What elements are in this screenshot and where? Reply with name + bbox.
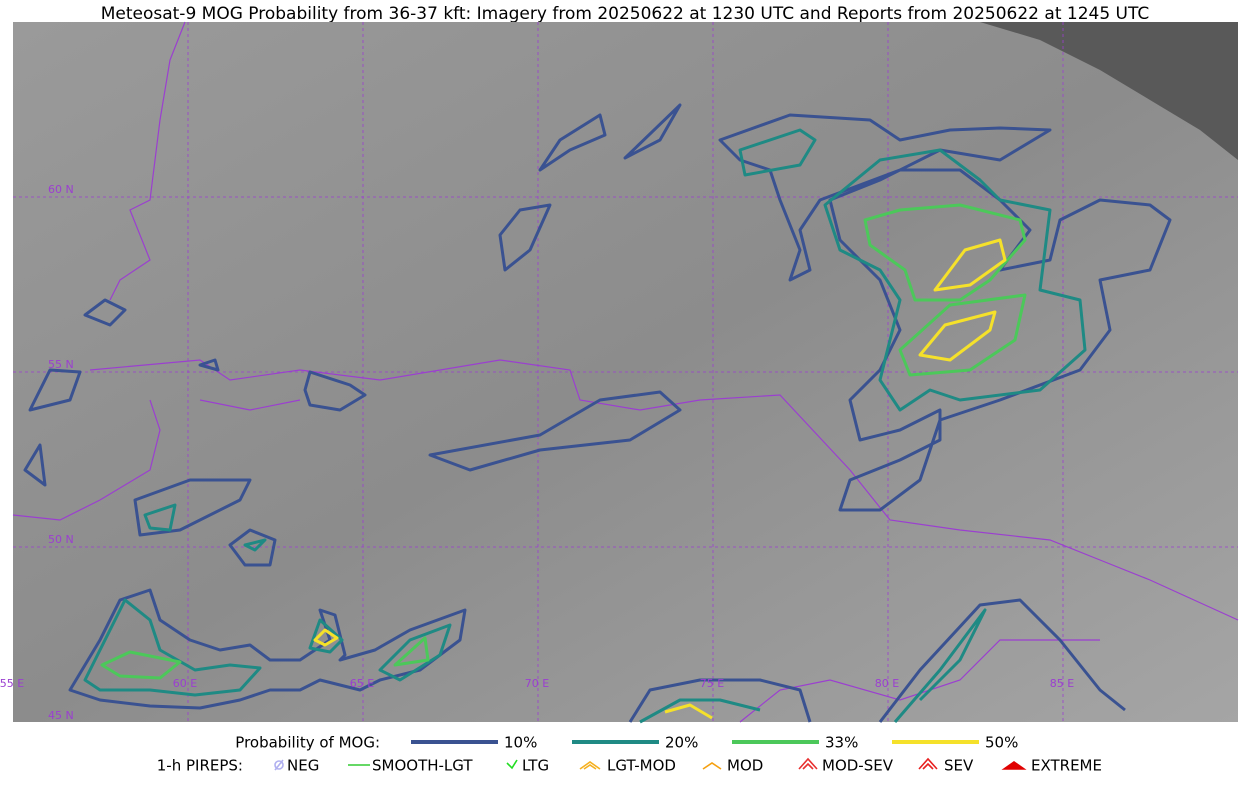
legend-label: SEV bbox=[944, 757, 974, 775]
pirep-symbol bbox=[798, 757, 818, 770]
title: Meteosat-9 MOG Probability from 36-37 kf… bbox=[101, 4, 1150, 24]
longitude-labels: 55 E 60 E 65 E 70 E 75 E 80 E 85 E bbox=[0, 677, 1074, 690]
lon-label: 70 E bbox=[525, 677, 549, 690]
lon-label: 60 E bbox=[173, 677, 197, 690]
graticule bbox=[13, 22, 1238, 722]
legend-label: 50% bbox=[985, 734, 1018, 752]
lat-label: 45 N bbox=[48, 709, 74, 722]
pirep-symbol bbox=[918, 757, 938, 770]
lat-label: 55 N bbox=[48, 358, 74, 371]
legend-label: SMOOTH-LGT bbox=[372, 757, 473, 775]
legend-label: MOD-SEV bbox=[822, 757, 894, 775]
legend-label: EXTREME bbox=[1031, 757, 1102, 775]
pirep-symbol bbox=[1001, 761, 1027, 770]
no-data-region bbox=[980, 22, 1238, 160]
pirep-symbol bbox=[702, 762, 722, 770]
legend-label: MOD bbox=[727, 757, 763, 775]
contours bbox=[23, 103, 1172, 724]
legend-heading: 1-h PIREPS: bbox=[157, 757, 243, 775]
borders bbox=[12, 21, 1239, 723]
lon-label: 80 E bbox=[875, 677, 899, 690]
lat-label: 50 N bbox=[48, 533, 74, 546]
legend-label: 20% bbox=[665, 734, 698, 752]
legend-label: 33% bbox=[825, 734, 858, 752]
legend-heading: Probability of MOG: bbox=[235, 734, 380, 752]
lon-label: 65 E bbox=[350, 677, 374, 690]
pirep-symbol bbox=[579, 761, 601, 770]
lon-label: 85 E bbox=[1050, 677, 1074, 690]
lon-label: 55 E bbox=[0, 677, 24, 690]
pirep-symbol bbox=[506, 759, 518, 770]
lon-label: 75 E bbox=[700, 677, 724, 690]
legend-label: LTG bbox=[522, 757, 549, 775]
legend-label: 10% bbox=[504, 734, 537, 752]
latitude-labels: 60 N 55 N 50 N 45 N bbox=[48, 183, 74, 722]
legend-label: LGT-MOD bbox=[607, 757, 676, 775]
pirep-symbol bbox=[274, 759, 284, 771]
legend: Probability of MOG: 10% 20% 33% 50% 1-h PIREP… bbox=[157, 734, 1102, 775]
lat-label: 60 N bbox=[48, 183, 74, 196]
legend-label: NEG bbox=[287, 757, 319, 775]
